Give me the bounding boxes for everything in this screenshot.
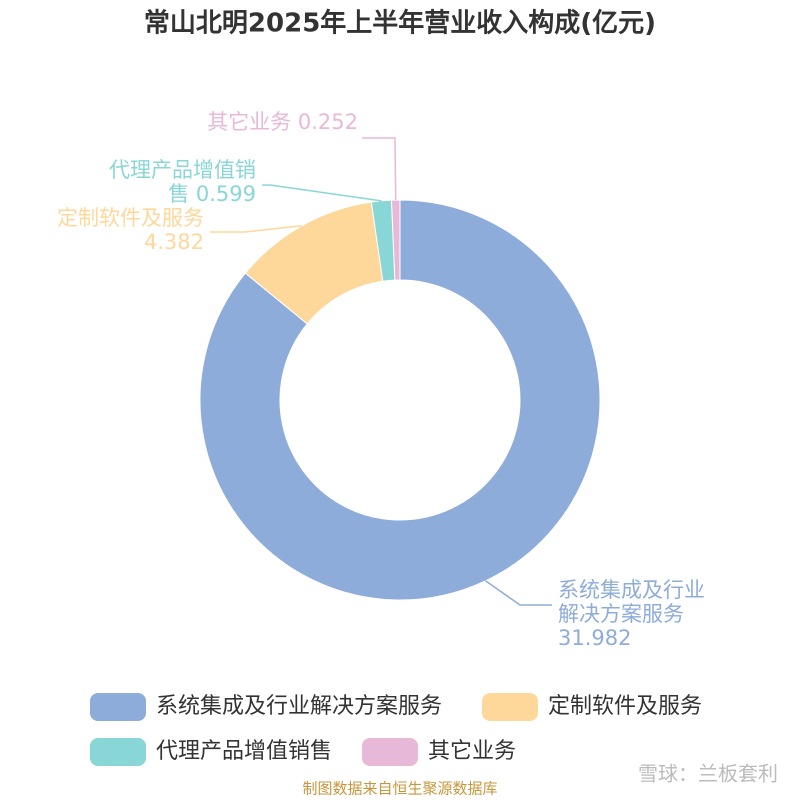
legend-swatch [482,693,538,721]
slice-label-value: 0.252 [297,110,358,134]
slice-label-value: 0.599 [195,182,256,206]
slice-label-name: 系统集成及行业解决方案服务 [558,578,705,626]
leader-line [210,225,302,233]
slice-label: 系统集成及行业解决方案服务 31.982 [558,578,718,650]
slice-label-value: 31.982 [558,626,632,650]
slice [390,199,401,281]
slice [199,199,601,601]
legend-swatch [90,738,146,766]
slice-label-name: 其它业务 [207,110,292,134]
slice-label-value: 4.382 [143,230,204,254]
slice-label: 其它业务 0.252 [198,110,358,134]
legend-label: 其它业务 [428,739,516,764]
legend-swatch [362,738,418,766]
slice-label-name: 定制软件及服务 [57,206,204,230]
chart-title: 常山北明2025年上半年营业收入构成(亿元) [144,8,656,39]
leader-line [262,184,382,202]
slice-label: 代理产品增值销售 0.599 [96,158,256,206]
watermark: 雪球：兰板套利 [638,762,778,786]
slice-label-name: 代理产品增值销售 [109,158,256,206]
legend-label: 代理产品增值销售 [156,739,332,764]
legend-label: 系统集成及行业解决方案服务 [156,694,442,719]
leader-line [485,580,552,606]
legend-label: 定制软件及服务 [548,694,702,719]
slice-label: 定制软件及服务 4.382 [44,206,204,254]
leader-line [362,137,397,201]
legend-swatch [90,693,146,721]
source: 制图数据来自恒生聚源数据库 [302,780,497,798]
